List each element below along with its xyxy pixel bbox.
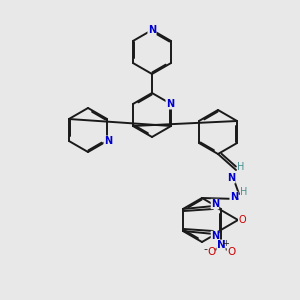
Text: N: N	[227, 173, 235, 183]
Text: O: O	[238, 215, 246, 225]
Text: H: H	[240, 187, 248, 197]
Text: N: N	[217, 240, 225, 250]
Text: N: N	[211, 199, 219, 209]
Text: N: N	[230, 192, 238, 202]
Text: H: H	[237, 162, 245, 172]
Text: O: O	[207, 247, 215, 257]
Text: +: +	[223, 239, 230, 248]
Text: N: N	[166, 99, 174, 109]
Text: N: N	[148, 25, 156, 35]
Text: N: N	[104, 136, 112, 146]
Text: N: N	[211, 231, 219, 241]
Text: O: O	[227, 247, 235, 257]
Text: -: -	[203, 244, 207, 254]
